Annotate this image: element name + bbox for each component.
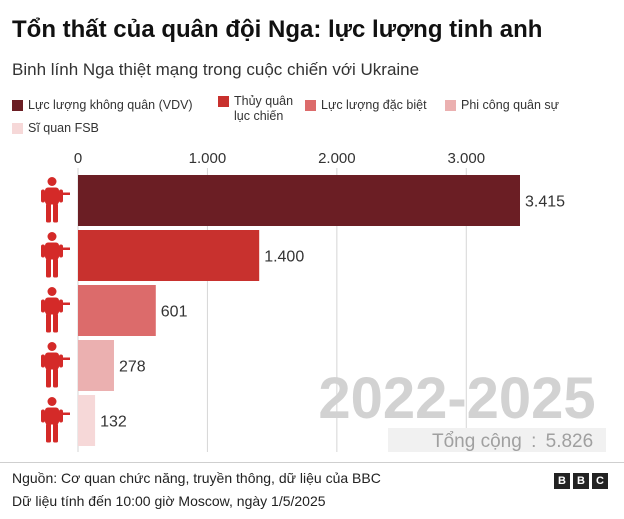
legend-label: Sĩ quan FSB [28,121,99,135]
bar-value-label: 278 [119,359,146,376]
legend-item-marines: Thủy quân lục chiến [218,94,304,124]
bar-chart: 0 1.000 2.000 3.000 2022-2025 Tổng cộng : 5… [41,150,606,452]
legend-swatch [445,100,456,111]
bar-value-label: 601 [161,304,188,321]
legend-swatch [305,100,316,111]
chart-subtitle: Binh lính Nga thiệt mạng trong cuộc chiế… [12,60,420,79]
legend-item-fsb: Sĩ quan FSB [12,121,99,136]
source-note: Nguồn: Cơ quan chức năng, truyền thông, … [12,470,381,486]
legend-swatch [218,96,229,107]
x-tick-label: 2.000 [318,150,356,167]
bbc-logo-letter: B [554,473,570,489]
date-note: Dữ liệu tính đến 10:00 giờ Moscow, ngày … [12,493,326,509]
bar-value-label: 3.415 [525,194,565,211]
bar [78,285,156,336]
bbc-logo-letter: B [573,473,589,489]
period-watermark: 2022-2025 [318,366,595,431]
bbc-logo: B B C [554,473,608,489]
bar [78,230,260,281]
total-separator: : [531,431,536,452]
footer-divider [0,462,624,463]
chart-title: Tổn thất của quân đội Nga: lực lượng tin… [12,16,543,43]
x-tick-label: 1.000 [189,150,227,167]
x-tick-label: 0 [74,150,82,167]
legend-swatch [12,100,23,111]
legend-item-special-forces: Lực lượng đặc biệt [305,98,427,113]
x-tick-label: 3.000 [448,150,486,167]
soldier-icon [41,397,70,443]
bar-value-label: 1.400 [264,249,304,266]
soldier-icon [41,342,70,388]
legend-item-pilots: Phi công quân sự [445,98,559,113]
bar-value-label: 132 [100,414,127,431]
total-label: Tổng cộng : 5.826 [432,431,593,452]
total-value: 5.826 [546,431,594,452]
legend-label: Lực lượng đặc biệt [321,98,427,112]
legend-label: Lực lượng không quân (VDV) [28,98,193,112]
bar [78,340,114,391]
soldier-icon [41,287,70,333]
legend-label: Phi công quân sự [461,98,560,112]
total-box [388,428,606,452]
soldier-icon [41,232,70,278]
legend-item-vdv: Lực lượng không quân (VDV) [12,98,193,113]
bar [78,175,520,226]
bar [78,395,96,446]
bbc-logo-letter: C [592,473,608,489]
total-caption: Tổng cộng [432,431,522,452]
legend-swatch [12,123,23,134]
soldier-icon [41,177,70,223]
legend-label: Thủy quân lục chiến [234,94,294,123]
